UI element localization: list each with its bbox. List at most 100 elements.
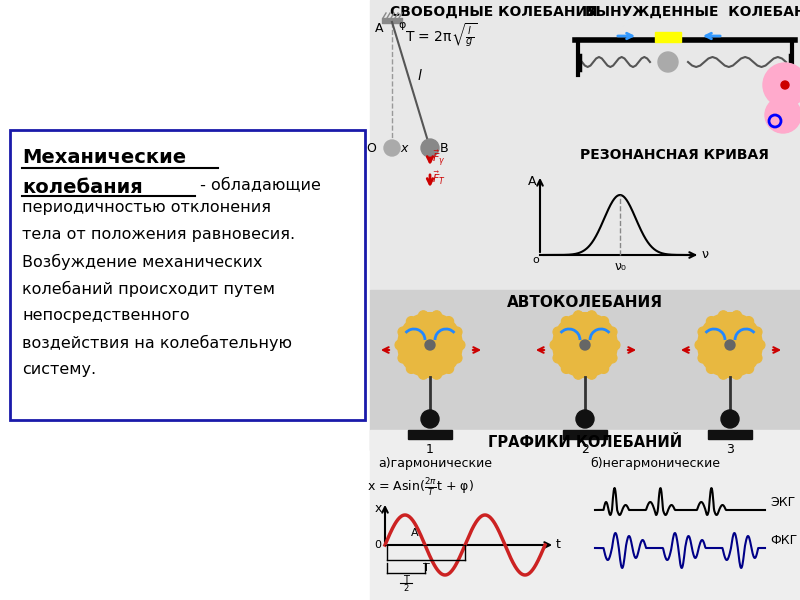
Circle shape: [706, 364, 716, 373]
Circle shape: [718, 369, 728, 379]
Circle shape: [574, 369, 583, 379]
Text: x: x: [400, 142, 407, 154]
Text: 2: 2: [581, 443, 589, 456]
Circle shape: [725, 340, 735, 350]
Circle shape: [432, 311, 442, 321]
Text: колебания: колебания: [22, 178, 142, 197]
Circle shape: [444, 364, 454, 373]
Text: 2: 2: [403, 584, 409, 593]
Text: а)гармонические: а)гармонические: [378, 457, 492, 470]
Text: ЭКГ: ЭКГ: [770, 496, 795, 509]
Text: l: l: [418, 69, 422, 83]
Circle shape: [425, 340, 435, 350]
Bar: [655, 32, 681, 42]
Circle shape: [452, 327, 462, 337]
Circle shape: [432, 369, 442, 379]
Circle shape: [698, 313, 762, 377]
Text: A: A: [527, 175, 536, 188]
Circle shape: [421, 139, 439, 157]
Text: ВЫНУЖДЕННЫЕ  КОЛЕБАНИЯ: ВЫНУЖДЕННЫЕ КОЛЕБАНИЯ: [585, 5, 800, 19]
Text: АВТОКОЛЕБАНИЯ: АВТОКОЛЕБАНИЯ: [507, 295, 663, 310]
Bar: [408, 430, 452, 439]
Circle shape: [732, 311, 742, 321]
Circle shape: [550, 340, 560, 350]
Circle shape: [444, 317, 454, 326]
Circle shape: [418, 311, 428, 321]
Circle shape: [744, 317, 754, 326]
Circle shape: [607, 353, 617, 363]
Circle shape: [598, 364, 609, 373]
Text: t: t: [556, 539, 561, 551]
Circle shape: [395, 340, 405, 350]
Circle shape: [574, 311, 583, 321]
Text: б)негармонические: б)негармонические: [590, 457, 720, 470]
Circle shape: [706, 317, 716, 326]
Text: x = Asin($\frac{2\pi}{T}$t + φ): x = Asin($\frac{2\pi}{T}$t + φ): [366, 476, 474, 498]
Circle shape: [406, 317, 416, 326]
Text: СВОБОДНЫЕ КОЛЕБАНИЯ: СВОБОДНЫЕ КОЛЕБАНИЯ: [390, 5, 598, 19]
Circle shape: [455, 340, 465, 350]
Text: воздействия на колебательную: воздействия на колебательную: [22, 335, 292, 351]
Circle shape: [721, 410, 739, 428]
Circle shape: [418, 369, 428, 379]
Circle shape: [553, 327, 563, 337]
Circle shape: [781, 81, 789, 89]
Text: A: A: [411, 528, 419, 538]
Circle shape: [744, 364, 754, 373]
Circle shape: [752, 353, 762, 363]
Bar: [563, 430, 607, 439]
Circle shape: [610, 340, 620, 350]
Bar: [708, 430, 752, 439]
Text: φ: φ: [398, 20, 406, 30]
Text: 1: 1: [426, 443, 434, 456]
Text: O: O: [366, 142, 376, 154]
Text: Возбуждение механических: Возбуждение механических: [22, 254, 262, 270]
Circle shape: [765, 97, 800, 133]
Circle shape: [580, 340, 590, 350]
Circle shape: [398, 313, 462, 377]
Circle shape: [607, 327, 617, 337]
Circle shape: [553, 313, 617, 377]
Text: $\vec{F}_\gamma$: $\vec{F}_\gamma$: [432, 149, 446, 169]
Text: - обладающие: - обладающие: [195, 178, 321, 193]
Circle shape: [576, 410, 594, 428]
Text: ФКГ: ФКГ: [770, 533, 798, 547]
Text: колебаний происходит путем: колебаний происходит путем: [22, 281, 275, 297]
Circle shape: [553, 353, 563, 363]
Circle shape: [384, 140, 400, 156]
Circle shape: [695, 340, 705, 350]
Text: 0: 0: [374, 540, 381, 550]
Text: A: A: [374, 22, 383, 35]
Text: систему.: систему.: [22, 362, 96, 377]
Text: Механические: Механические: [22, 148, 186, 167]
Text: ν: ν: [702, 248, 709, 262]
Circle shape: [421, 410, 439, 428]
Bar: [370, 0, 800, 290]
Circle shape: [562, 317, 571, 326]
Circle shape: [586, 369, 597, 379]
Circle shape: [398, 327, 408, 337]
Text: непосредственного: непосредственного: [22, 308, 190, 323]
Text: ν₀: ν₀: [614, 260, 626, 273]
Circle shape: [755, 340, 765, 350]
Text: тела от положения равновесия.: тела от положения равновесия.: [22, 227, 295, 242]
Bar: [370, 290, 800, 450]
Circle shape: [562, 364, 571, 373]
Text: o: o: [533, 255, 539, 265]
Circle shape: [406, 364, 416, 373]
Circle shape: [752, 327, 762, 337]
Bar: [370, 430, 800, 600]
Text: ГРАФИКИ КОЛЕБАНИЙ: ГРАФИКИ КОЛЕБАНИЙ: [488, 435, 682, 450]
Circle shape: [586, 311, 597, 321]
Circle shape: [698, 327, 708, 337]
Circle shape: [398, 353, 408, 363]
Circle shape: [698, 353, 708, 363]
FancyBboxPatch shape: [10, 130, 365, 420]
Text: B: B: [440, 142, 449, 154]
Circle shape: [598, 317, 609, 326]
Circle shape: [452, 353, 462, 363]
Circle shape: [763, 63, 800, 107]
Circle shape: [718, 311, 728, 321]
Text: T: T: [403, 575, 409, 585]
Text: x: x: [374, 502, 382, 515]
